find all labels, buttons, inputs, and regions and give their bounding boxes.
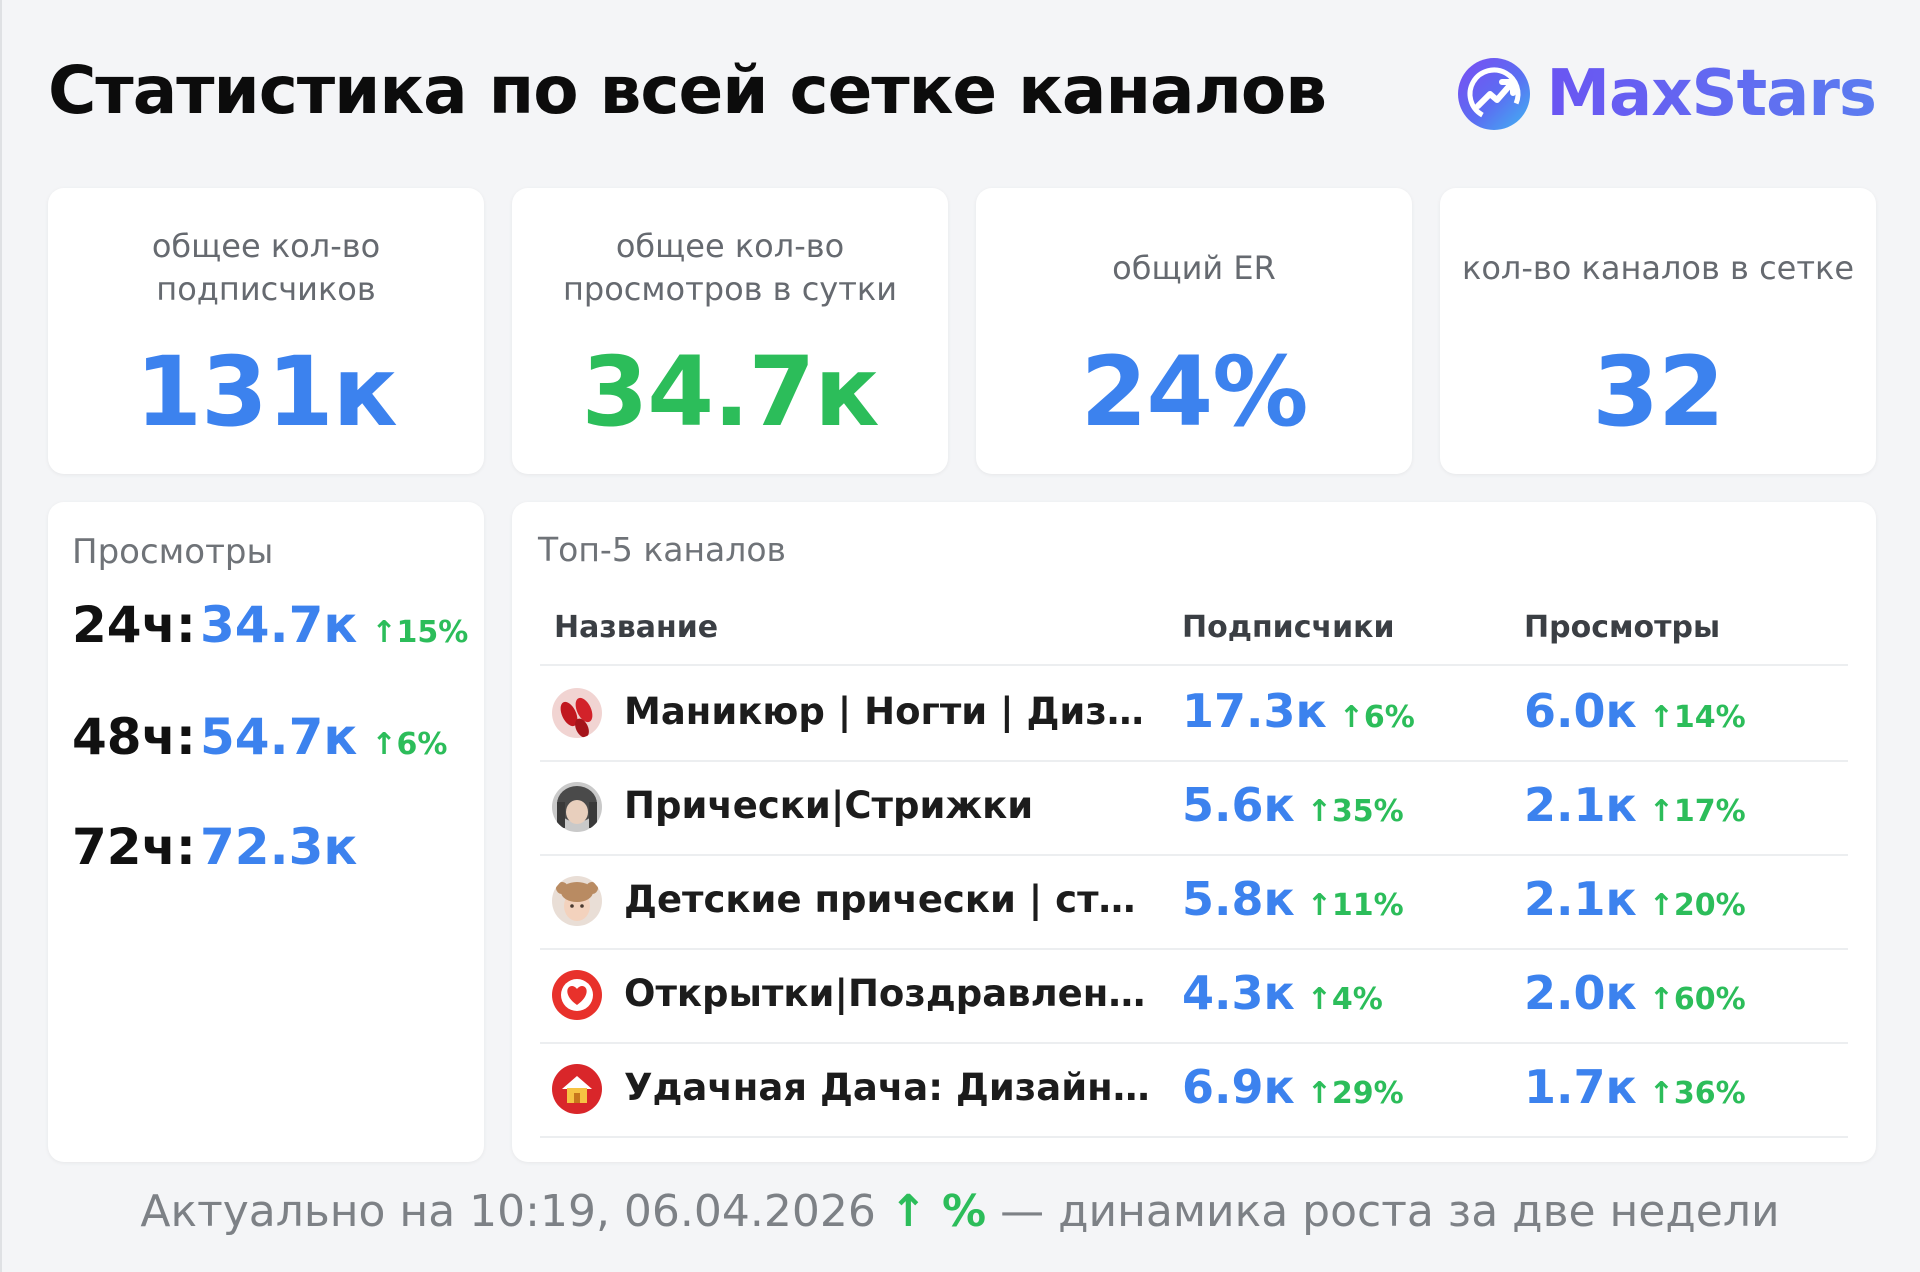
subscribers-value: 17.3к	[1182, 684, 1327, 738]
channel-name: Маникюр | Ногти | Дизайн ногтей	[624, 690, 1152, 733]
views-value: 2.0к	[1524, 966, 1637, 1020]
channel-name: Открытки|Поздравления | Пожелания	[624, 972, 1152, 1015]
channel-name: Удачная Дача: Дизайн сада	[624, 1066, 1152, 1109]
channel-name: Детские прически | стрижки	[624, 878, 1152, 921]
stat-card-channel-count: кол-во каналов в сетке 32	[1440, 188, 1876, 474]
views-delta: ↑36%	[1648, 1076, 1746, 1111]
haircut-avatar-icon	[552, 782, 602, 832]
subscribers-cell: 5.6к ↑35%	[1182, 778, 1404, 832]
brand-logo: MaxStars	[1456, 56, 1877, 132]
subscribers-cell: 5.8к ↑11%	[1182, 872, 1404, 926]
stat-label: общий ER	[1112, 248, 1276, 287]
column-header-name: Название	[554, 610, 719, 645]
subscribers-delta: ↑29%	[1306, 1076, 1404, 1111]
views-value: 2.1к	[1524, 872, 1637, 926]
stat-label: общее кол-во подписчиков	[151, 227, 381, 308]
channel-name: Прически|Стрижки	[624, 784, 1034, 827]
table-row[interactable]: Удачная Дача: Дизайн сада 6.9к ↑29% 1.7к…	[540, 1042, 1848, 1138]
stat-value: 32	[1592, 336, 1725, 448]
views-cell: 6.0к ↑14%	[1524, 684, 1746, 738]
table-row[interactable]: Детские прически | стрижки 5.8к ↑11% 2.1…	[540, 854, 1848, 950]
views-period: 24ч:	[72, 596, 196, 654]
views-row-72h: 72ч: 72.3к	[72, 818, 357, 876]
stat-value: 34.7к	[581, 336, 879, 448]
column-header-subscribers: Подписчики	[1182, 610, 1395, 645]
views-title: Просмотры	[72, 532, 274, 572]
views-cell: 2.0к ↑60%	[1524, 966, 1746, 1020]
footer-note: Актуально на 10:19, 06.04.2026 ↑ % — дин…	[0, 1186, 1920, 1237]
stat-value: 131к	[135, 336, 398, 448]
views-cell: 2.1к ↑20%	[1524, 872, 1746, 926]
table-row[interactable]: Открытки|Поздравления | Пожелания 4.3к ↑…	[540, 948, 1848, 1044]
stat-card-er: общий ER 24%	[976, 188, 1412, 474]
maxstars-logo-icon	[1458, 58, 1531, 130]
growth-arrow-icon: ↑ %	[889, 1186, 987, 1237]
table-row[interactable]: Прически|Стрижки 5.6к ↑35% 2.1к ↑17%	[540, 760, 1848, 856]
footer-legend: — динамика роста за две недели	[1000, 1186, 1780, 1237]
views-value: 72.3к	[200, 818, 358, 876]
views-delta: ↑20%	[1648, 888, 1746, 923]
nails-avatar-icon	[552, 688, 602, 738]
subscribers-cell: 4.3к ↑4%	[1182, 966, 1383, 1020]
subscribers-delta: ↑4%	[1306, 982, 1383, 1017]
views-cell: 2.1к ↑17%	[1524, 778, 1746, 832]
stat-value: 24%	[1080, 336, 1309, 448]
views-value: 2.1к	[1524, 778, 1637, 832]
views-value: 1.7к	[1524, 1060, 1637, 1114]
views-delta: ↑15%	[371, 615, 469, 650]
views-delta: ↑14%	[1648, 700, 1746, 735]
stat-label: кол-во каналов в сетке	[1461, 248, 1854, 287]
subscribers-delta: ↑35%	[1306, 794, 1404, 829]
views-card: Просмотры 24ч: 34.7к ↑15% 48ч: 54.7к ↑6%…	[48, 502, 484, 1162]
subscribers-delta: ↑11%	[1306, 888, 1404, 923]
subscribers-delta: ↑6%	[1338, 700, 1415, 735]
brand-name: MaxStars	[1546, 57, 1877, 131]
views-period: 72ч:	[72, 818, 196, 876]
header-divider	[540, 664, 1848, 666]
heart-card-avatar-icon	[552, 970, 602, 1020]
stat-label: общее кол-во просмотров в сутки	[562, 227, 897, 308]
views-value: 34.7к	[200, 596, 358, 654]
column-header-views: Просмотры	[1524, 610, 1721, 645]
views-value: 6.0к	[1524, 684, 1637, 738]
views-cell: 1.7к ↑36%	[1524, 1060, 1746, 1114]
child-avatar-icon	[552, 876, 602, 926]
subscribers-value: 4.3к	[1182, 966, 1295, 1020]
subscribers-value: 5.6к	[1182, 778, 1295, 832]
table-row[interactable]: Маникюр | Ногти | Дизайн ногтей 17.3к ↑6…	[540, 666, 1848, 762]
views-delta: ↑17%	[1648, 794, 1746, 829]
views-value: 54.7к	[200, 708, 358, 766]
views-period: 48ч:	[72, 708, 196, 766]
subscribers-value: 6.9к	[1182, 1060, 1295, 1114]
top-channels-title: Топ-5 каналов	[538, 530, 786, 569]
page-title: Статистика по всей сетке каналов	[48, 52, 1327, 129]
subscribers-cell: 6.9к ↑29%	[1182, 1060, 1404, 1114]
subscribers-value: 5.8к	[1182, 872, 1295, 926]
views-delta: ↑6%	[371, 727, 448, 762]
views-row-48h: 48ч: 54.7к ↑6%	[72, 708, 447, 766]
footer-timestamp: Актуально на 10:19, 06.04.2026	[140, 1186, 876, 1237]
views-row-24h: 24ч: 34.7к ↑15%	[72, 596, 468, 654]
house-avatar-icon	[552, 1064, 602, 1114]
top-channels-card: Топ-5 каналов Название Подписчики Просмо…	[512, 502, 1876, 1162]
stat-card-subscribers: общее кол-во подписчиков 131к	[48, 188, 484, 474]
views-delta: ↑60%	[1648, 982, 1746, 1017]
stat-card-daily-views: общее кол-во просмотров в сутки 34.7к	[512, 188, 948, 474]
subscribers-cell: 17.3к ↑6%	[1182, 684, 1415, 738]
